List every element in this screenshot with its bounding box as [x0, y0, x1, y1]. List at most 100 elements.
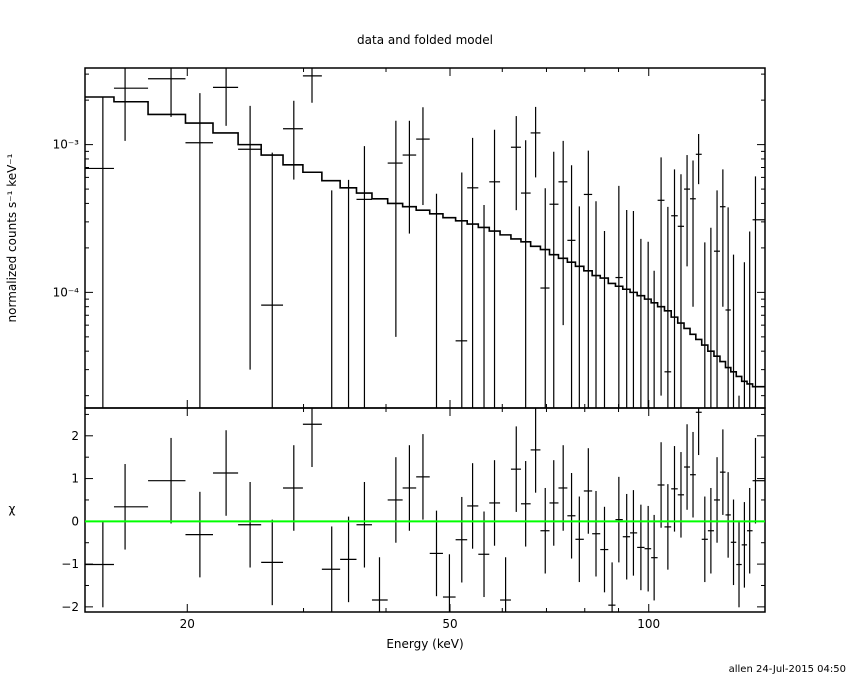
residual-points [85, 408, 765, 612]
data-points [85, 68, 765, 408]
residual-point [455, 496, 468, 583]
chart-title: data and folded model [357, 33, 493, 47]
y-tick-label: −1 [61, 557, 79, 571]
data-point [657, 157, 665, 396]
data-point [671, 169, 678, 408]
data-point [719, 169, 726, 307]
residual-point [467, 463, 479, 549]
residual-point [302, 408, 322, 468]
residual-point [600, 506, 609, 593]
residual-point [540, 487, 550, 574]
residual-point [575, 496, 584, 583]
residual-point [500, 557, 511, 612]
residual-point [752, 437, 765, 524]
data-point [615, 185, 623, 408]
data-point [690, 160, 696, 307]
residual-point [283, 445, 303, 531]
residual-point [478, 511, 490, 598]
data-point [520, 140, 531, 408]
residual-point [238, 481, 262, 568]
data-point [387, 120, 403, 337]
residual-point [429, 510, 443, 597]
residual-point [185, 491, 213, 578]
x-tick-label: 100 [637, 617, 660, 631]
x-axis-label: Energy (keV) [386, 637, 463, 651]
residual-point [567, 473, 576, 559]
data-point [85, 97, 114, 408]
residual-point [741, 502, 748, 588]
residual-point [690, 431, 696, 518]
data-point [489, 129, 501, 408]
residual-point [622, 493, 631, 580]
data-point [677, 174, 685, 408]
residual-point [736, 521, 742, 608]
residual-point [261, 519, 284, 606]
data-point [113, 68, 149, 141]
data-point [713, 190, 720, 408]
data-point [510, 116, 521, 211]
residual-point [695, 408, 702, 456]
axes: 20 50 100 10⁻³ 10⁻⁴ 2 1 0 −1 −2 [53, 67, 766, 631]
y-tick-label: 1 [71, 472, 79, 486]
residual-point [558, 445, 568, 531]
residual-point [321, 526, 341, 612]
residual-point [212, 430, 239, 516]
residual-point [340, 516, 357, 603]
residual-point [615, 476, 623, 563]
bottom-panel-frame [84, 407, 766, 613]
residual-point [113, 464, 149, 550]
data-point [455, 172, 468, 408]
data-point [530, 106, 541, 178]
residual-point [510, 426, 521, 512]
footer-timestamp: allen 24-Jul-2015 04:50 [729, 664, 846, 675]
residual-point [644, 505, 652, 592]
residual-point [530, 408, 541, 493]
data-point [752, 176, 765, 408]
data-point [467, 137, 479, 408]
residual-point [630, 490, 638, 576]
data-point [238, 105, 262, 370]
data-point [567, 165, 576, 408]
y-tick-label: 2 [71, 429, 79, 443]
residual-point [520, 461, 531, 547]
residual-point [583, 448, 593, 534]
data-point [725, 207, 731, 408]
data-point [261, 152, 284, 408]
data-point [185, 93, 213, 408]
residual-point [664, 484, 672, 570]
residual-point [416, 434, 430, 520]
data-point [583, 150, 593, 408]
residual-point [442, 554, 456, 612]
residual-point [651, 514, 658, 601]
data-point [695, 133, 702, 185]
residual-point [489, 460, 501, 546]
model-curve [85, 96, 765, 388]
y-tick-label: 10⁻⁴ [53, 285, 80, 299]
data-point [283, 100, 303, 180]
residual-point [592, 490, 601, 577]
data-point [540, 188, 550, 408]
residual-point [713, 457, 720, 543]
residual-point [608, 562, 616, 612]
residual-point [371, 557, 388, 612]
y-tick-label: 0 [71, 514, 79, 528]
y-axis-label-top: normalized counts s⁻¹ keV⁻¹ [5, 153, 19, 322]
residual-point [719, 429, 726, 515]
data-point [302, 68, 322, 103]
data-point [664, 206, 672, 408]
residual-point [671, 446, 678, 532]
residual-point [549, 460, 559, 546]
data-point [402, 120, 417, 234]
y-axis-label-bottom: χ [9, 502, 16, 516]
data-point [684, 155, 691, 267]
residual-point [637, 504, 645, 591]
residual-point [747, 487, 753, 574]
x-tick-label: 50 [442, 617, 457, 631]
data-point [148, 68, 186, 117]
y-tick-label: 10⁻³ [53, 138, 80, 152]
residual-point [657, 442, 665, 528]
residual-point [701, 496, 708, 583]
residual-point [387, 457, 403, 543]
x-tick-label: 20 [180, 617, 195, 631]
